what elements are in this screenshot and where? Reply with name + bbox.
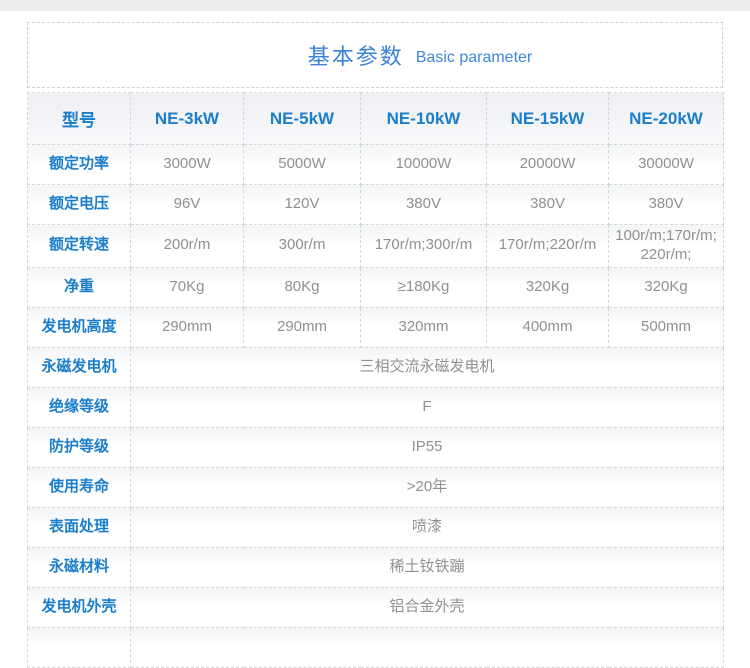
spec-value-cell: 200r/m (130, 224, 244, 268)
spec-row-rated-voltage: 额定电压 96V 120V 380V 380V 380V (27, 184, 724, 225)
row-label: 表面处理 (27, 506, 131, 548)
spec-value-cell: 20000W (486, 144, 609, 185)
common-row-service-life: 使用寿命 >20年 (27, 466, 724, 508)
row-label: 额定转速 (27, 224, 131, 268)
row-label (27, 626, 131, 668)
spec-row-rated-speed: 额定转速 200r/m 300r/m 170r/m;300r/m 170r/m;… (27, 224, 724, 268)
common-row-pm-generator: 永磁发电机 三相交流永磁发电机 (27, 346, 724, 388)
spec-value-cell: 170r/m;220r/m (486, 224, 609, 268)
spec-row-rated-power: 额定功率 3000W 5000W 10000W 20000W 30000W (27, 144, 724, 185)
spec-row-net-weight: 净重 70Kg 80Kg ≥180Kg 320Kg 320Kg (27, 266, 724, 308)
spec-table: 型号 NE-3kW NE-5kW NE-10kW NE-15kW NE-20kW… (27, 92, 724, 668)
common-row-insulation-class: 绝缘等级 F (27, 386, 724, 428)
header-model-label: 型号 (27, 92, 131, 145)
header-model-ne5kw: NE-5kW (243, 92, 361, 145)
model-header-row: 型号 NE-3kW NE-5kW NE-10kW NE-15kW NE-20kW (27, 92, 724, 145)
spec-value-cell: 290mm (130, 306, 244, 348)
spec-value-cell: 500mm (608, 306, 724, 348)
common-value-cell: IP55 (130, 426, 724, 468)
row-label: 永磁材料 (27, 546, 131, 588)
panel-title: 基本参数 Basic parameter (27, 22, 723, 88)
spec-value-cell: 10000W (360, 144, 487, 185)
spec-value-cell: 120V (243, 184, 361, 225)
title-english: Basic parameter (415, 48, 533, 66)
title-chinese: 基本参数 (307, 44, 404, 69)
common-row-generator-housing: 发电机外壳 铝合金外壳 (27, 586, 724, 628)
row-label: 额定功率 (27, 144, 131, 185)
common-value-cell (130, 626, 724, 668)
spec-value-cell: 170r/m;300r/m (360, 224, 487, 268)
common-row-protection-class: 防护等级 IP55 (27, 426, 724, 468)
spec-value-cell: 380V (360, 184, 487, 225)
common-value-cell: >20年 (130, 466, 724, 508)
clipped-partial-row (27, 626, 724, 668)
spec-value-cell: 5000W (243, 144, 361, 185)
spec-value-cell: 380V (608, 184, 724, 225)
spec-value-cell: 320Kg (486, 266, 609, 308)
common-row-surface-treatment: 表面处理 喷漆 (27, 506, 724, 548)
header-model-ne10kw: NE-10kW (360, 92, 487, 145)
spec-value-cell: 290mm (243, 306, 361, 348)
row-label: 净重 (27, 266, 131, 308)
spec-value-cell: 80Kg (243, 266, 361, 308)
header-model-ne20kw: NE-20kW (608, 92, 724, 145)
row-label: 防护等级 (27, 426, 131, 468)
row-label: 额定电压 (27, 184, 131, 225)
spec-value-cell: 100r/m;170r/m;220r/m; (608, 224, 724, 268)
row-label: 永磁发电机 (27, 346, 131, 388)
common-value-cell: 铝合金外壳 (130, 586, 724, 628)
top-strip (0, 0, 750, 11)
spec-value-cell: 70Kg (130, 266, 244, 308)
spec-row-generator-height: 发电机高度 290mm 290mm 320mm 400mm 500mm (27, 306, 724, 348)
spec-value-cell: 320mm (360, 306, 487, 348)
spec-value-cell: 30000W (608, 144, 724, 185)
common-value-cell: 喷漆 (130, 506, 724, 548)
spec-value-cell: ≥180Kg (360, 266, 487, 308)
header-model-ne3kw: NE-3kW (130, 92, 244, 145)
common-value-cell: 三相交流永磁发电机 (130, 346, 724, 388)
row-label: 使用寿命 (27, 466, 131, 508)
common-value-cell: F (130, 386, 724, 428)
row-label: 发电机外壳 (27, 586, 131, 628)
header-model-ne15kw: NE-15kW (486, 92, 609, 145)
row-label: 发电机高度 (27, 306, 131, 348)
spec-value-cell: 96V (130, 184, 244, 225)
spec-value-cell: 300r/m (243, 224, 361, 268)
spec-value-cell: 400mm (486, 306, 609, 348)
spec-value-cell: 3000W (130, 144, 244, 185)
spec-value-cell: 380V (486, 184, 609, 225)
common-value-cell: 稀土钕铁蹦 (130, 546, 724, 588)
row-label: 绝缘等级 (27, 386, 131, 428)
spec-value-cell: 320Kg (608, 266, 724, 308)
basic-parameter-panel: 基本参数 Basic parameter 型号 NE-3kW NE-5kW NE… (27, 22, 724, 668)
common-row-pm-material: 永磁材料 稀土钕铁蹦 (27, 546, 724, 588)
